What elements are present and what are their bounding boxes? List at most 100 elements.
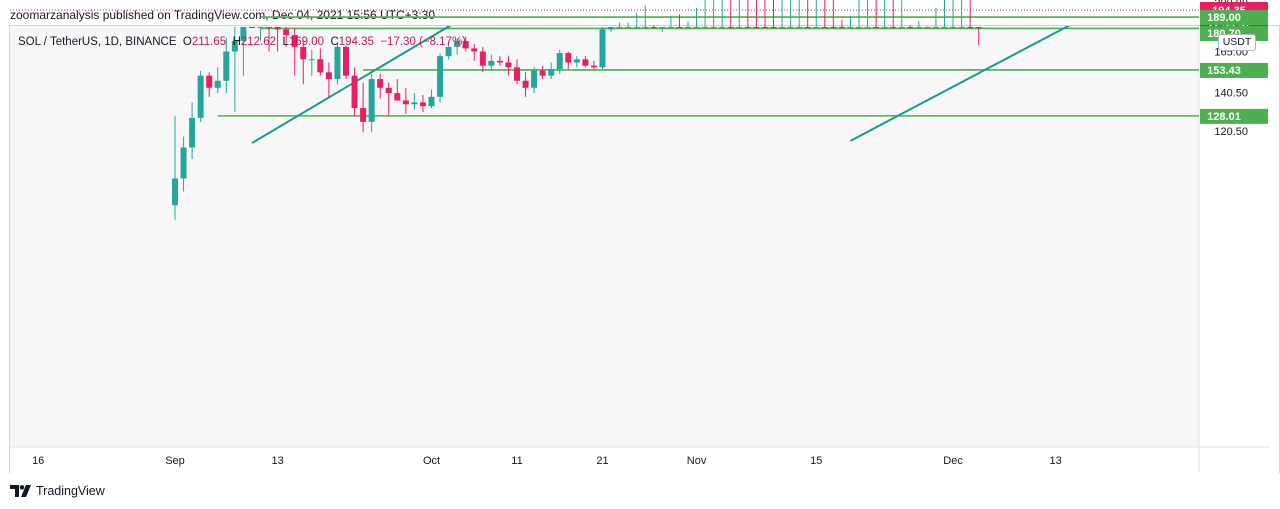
candle bbox=[702, 0, 709, 28]
candle-body bbox=[274, 27, 281, 30]
candle bbox=[616, 22, 623, 28]
candle bbox=[385, 82, 392, 116]
candle-body bbox=[753, 27, 760, 28]
candle-body bbox=[206, 75, 213, 88]
candle bbox=[180, 136, 187, 192]
candle-body bbox=[787, 27, 794, 28]
candle bbox=[231, 27, 238, 112]
close-label: C bbox=[330, 36, 339, 48]
candle bbox=[351, 67, 358, 116]
x-tick-label: 15 bbox=[810, 455, 822, 467]
candle bbox=[770, 0, 777, 28]
candle bbox=[514, 59, 520, 85]
candle-body bbox=[360, 108, 367, 122]
candle-body bbox=[685, 27, 691, 28]
candle bbox=[248, 27, 255, 29]
candle bbox=[779, 0, 786, 28]
candle bbox=[856, 0, 862, 28]
candle-body bbox=[368, 79, 375, 122]
candle-body bbox=[573, 59, 580, 63]
candle bbox=[633, 13, 640, 28]
candle-body bbox=[915, 27, 922, 28]
candle-body bbox=[514, 67, 520, 81]
candle bbox=[650, 25, 657, 28]
candle-body bbox=[531, 70, 538, 88]
candle bbox=[283, 27, 290, 47]
candle-body bbox=[308, 59, 315, 61]
candle-body bbox=[625, 27, 632, 28]
candle-body bbox=[411, 102, 418, 105]
tradingview-brand[interactable]: TradingView bbox=[10, 484, 105, 498]
symbol-name[interactable]: SOL / TetherUS, 1D, BINANCE bbox=[18, 36, 177, 48]
candle-body bbox=[548, 68, 555, 76]
candle bbox=[667, 15, 674, 28]
candle bbox=[206, 72, 213, 97]
candle-body bbox=[667, 27, 674, 28]
x-tick-label: 13 bbox=[1050, 455, 1062, 467]
plot-area[interactable] bbox=[10, 26, 1199, 447]
candle bbox=[659, 27, 666, 33]
candle-body bbox=[967, 27, 974, 28]
candle bbox=[838, 19, 845, 28]
candle bbox=[950, 0, 957, 28]
candle bbox=[907, 25, 914, 28]
candle bbox=[975, 27, 982, 46]
candle bbox=[257, 27, 264, 41]
candle-body bbox=[223, 51, 230, 81]
candle bbox=[599, 27, 606, 69]
x-tick-label: 16 bbox=[32, 455, 44, 467]
x-tick-label: Oct bbox=[423, 455, 440, 467]
candle-body bbox=[462, 40, 469, 49]
publisher-caption: zoomarzanalysis published on TradingView… bbox=[10, 8, 436, 22]
candle-body bbox=[608, 27, 615, 30]
candle bbox=[582, 56, 589, 68]
candle-body bbox=[761, 27, 768, 28]
candle-body bbox=[325, 72, 332, 80]
candle bbox=[488, 54, 495, 71]
candle bbox=[522, 72, 529, 97]
candle bbox=[932, 7, 939, 28]
candle-body bbox=[838, 27, 845, 28]
candle bbox=[343, 45, 349, 80]
candle-body bbox=[343, 46, 349, 76]
candle-body bbox=[975, 27, 982, 28]
x-tick-label: 21 bbox=[596, 455, 608, 467]
candle bbox=[573, 56, 580, 68]
candle-body bbox=[907, 27, 914, 28]
channel-line bbox=[849, 26, 1071, 142]
y-tick-label: 120.50 bbox=[1214, 126, 1248, 138]
candle bbox=[796, 0, 803, 28]
candle-body bbox=[172, 178, 178, 206]
candle-body bbox=[522, 80, 529, 88]
candle-body bbox=[932, 27, 939, 28]
candle-body bbox=[821, 27, 828, 28]
candle-body bbox=[248, 27, 255, 28]
candle-body bbox=[419, 102, 426, 107]
candle bbox=[454, 38, 461, 55]
candle-body bbox=[445, 46, 452, 57]
candle-body bbox=[702, 27, 709, 28]
candle bbox=[308, 49, 315, 76]
candle bbox=[676, 14, 683, 28]
candle-body bbox=[488, 60, 495, 66]
currency-button[interactable]: USDT bbox=[1218, 34, 1256, 51]
candle-body bbox=[796, 27, 803, 28]
candle-body bbox=[864, 27, 871, 28]
candle bbox=[830, 0, 837, 28]
brand-name: TradingView bbox=[36, 484, 105, 498]
candle-body bbox=[189, 117, 196, 148]
x-tick-label: Dec bbox=[943, 455, 963, 467]
candle-body bbox=[505, 62, 512, 68]
x-tick-label: Nov bbox=[687, 455, 707, 467]
candle-body bbox=[847, 27, 854, 28]
candle bbox=[360, 82, 367, 133]
candle-body bbox=[873, 27, 880, 28]
candle-body bbox=[727, 27, 734, 28]
candle bbox=[334, 43, 341, 85]
candle bbox=[727, 0, 734, 28]
candle-body bbox=[471, 48, 478, 52]
candle bbox=[685, 21, 691, 28]
candle bbox=[736, 0, 743, 28]
candle-body bbox=[539, 70, 546, 76]
